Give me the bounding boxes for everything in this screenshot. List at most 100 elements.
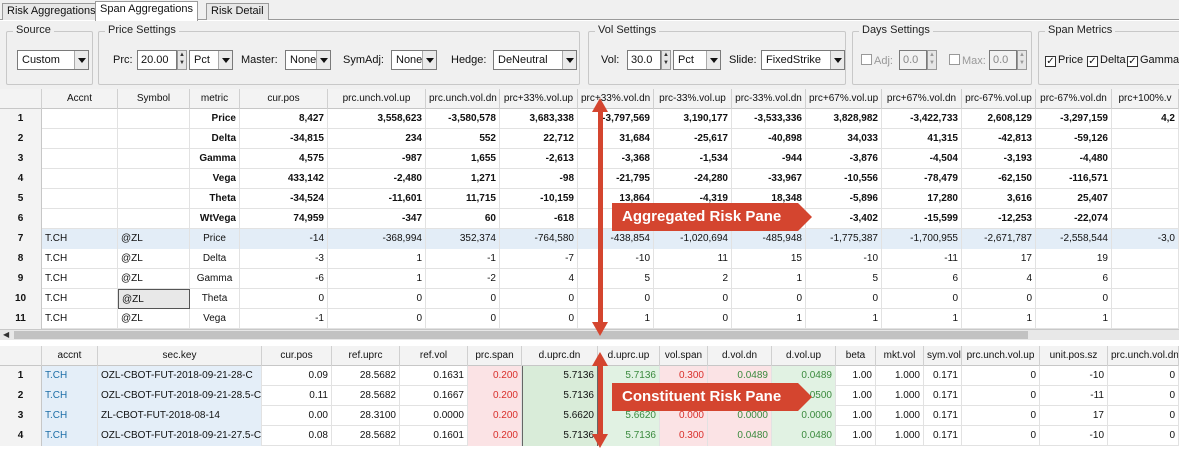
con-cell[interactable]: 17: [1040, 406, 1108, 426]
con-cell[interactable]: T.CH: [42, 366, 98, 386]
con-col-header[interactable]: mkt.vol: [876, 346, 924, 366]
agg-cell[interactable]: 1: [732, 269, 806, 289]
con-col-header[interactable]: vol.span: [660, 346, 708, 366]
con-cell[interactable]: -11: [1040, 386, 1108, 406]
agg-cell[interactable]: 74,959: [240, 209, 328, 229]
con-cell[interactable]: 0.300: [660, 426, 708, 446]
agg-cell[interactable]: [1112, 149, 1179, 169]
vol-unit-select[interactable]: Pct: [673, 50, 721, 70]
agg-cell[interactable]: 4,2: [1112, 109, 1179, 129]
gamma-checkbox[interactable]: ✓ Gamma: [1127, 54, 1179, 67]
agg-cell[interactable]: -2,613: [500, 149, 578, 169]
con-cell[interactable]: 0.171: [924, 366, 962, 386]
prc-input[interactable]: 20.00: [137, 50, 177, 70]
agg-cell[interactable]: -1,775,387: [806, 229, 882, 249]
agg-cell[interactable]: -14: [240, 229, 328, 249]
con-cell[interactable]: OZL-CBOT-FUT-2018-09-21-28.5-C: [98, 386, 262, 406]
agg-cell[interactable]: 4: [962, 269, 1036, 289]
agg-cell[interactable]: WtVega: [190, 209, 240, 229]
agg-cell[interactable]: [42, 209, 118, 229]
adj-input[interactable]: 0.0: [899, 50, 927, 70]
price-checkbox[interactable]: ✓ Price: [1045, 54, 1083, 67]
agg-cell[interactable]: 234: [328, 129, 426, 149]
agg-cell[interactable]: -2,558,544: [1036, 229, 1112, 249]
con-cell[interactable]: 1.000: [876, 406, 924, 426]
agg-col-header[interactable]: prc+33%.vol.up: [500, 89, 578, 109]
con-col-header[interactable]: d.uprc.dn: [522, 346, 598, 366]
agg-cell[interactable]: 1: [328, 269, 426, 289]
slide-select[interactable]: FixedStrike: [761, 50, 845, 70]
agg-cell[interactable]: -22,074: [1036, 209, 1112, 229]
con-cell[interactable]: 0: [962, 426, 1040, 446]
agg-col-header[interactable]: prc.unch.vol.up: [328, 89, 426, 109]
agg-cell[interactable]: -10,159: [500, 189, 578, 209]
agg-col-header[interactable]: cur.pos: [240, 89, 328, 109]
agg-cell[interactable]: [118, 109, 190, 129]
con-cell[interactable]: 1.000: [876, 386, 924, 406]
agg-cell[interactable]: [42, 129, 118, 149]
con-cell[interactable]: 0.200: [468, 366, 522, 386]
agg-table-row[interactable]: 11 T.CH @ZL Vega -1 0 0 0 1 0 1 1 1 1 1: [0, 309, 1179, 329]
agg-col-header[interactable]: Symbol: [118, 89, 190, 109]
agg-cell[interactable]: [118, 189, 190, 209]
agg-cell[interactable]: 3,190,177: [654, 109, 732, 129]
con-cell[interactable]: 28.5682: [332, 426, 400, 446]
agg-cell[interactable]: 31,684: [578, 129, 654, 149]
agg-cell[interactable]: 1: [732, 309, 806, 329]
agg-cell[interactable]: 0: [654, 309, 732, 329]
agg-cell[interactable]: [118, 169, 190, 189]
agg-cell[interactable]: 3: [0, 149, 42, 169]
agg-cell[interactable]: 2: [0, 129, 42, 149]
agg-cell[interactable]: -12,253: [962, 209, 1036, 229]
agg-cell[interactable]: Vega: [190, 309, 240, 329]
agg-cell[interactable]: Delta: [190, 129, 240, 149]
agg-table-row[interactable]: 7 T.CH @ZL Price -14 -368,994 352,374 -764,580-…: [0, 229, 1179, 249]
agg-cell[interactable]: -78,479: [882, 169, 962, 189]
agg-cell[interactable]: -116,571: [1036, 169, 1112, 189]
master-select[interactable]: None: [285, 50, 331, 70]
agg-cell[interactable]: 60: [426, 209, 500, 229]
agg-cell[interactable]: [1112, 189, 1179, 209]
agg-table-row[interactable]: 4 Vega 433,142 -2,480 1,271 -98 -21,795 -24,280…: [0, 169, 1179, 189]
agg-cell[interactable]: 6: [882, 269, 962, 289]
agg-cell[interactable]: 552: [426, 129, 500, 149]
agg-cell[interactable]: 0: [426, 309, 500, 329]
agg-cell[interactable]: 352,374: [426, 229, 500, 249]
con-cell[interactable]: 1.000: [876, 426, 924, 446]
agg-cell[interactable]: 8,427: [240, 109, 328, 129]
agg-cell[interactable]: [42, 149, 118, 169]
agg-cell[interactable]: 0: [500, 289, 578, 309]
agg-table-row[interactable]: 2 Delta -34,815 234 552 22,712 31,684 -25,617 -4…: [0, 129, 1179, 149]
con-cell[interactable]: 0: [1108, 406, 1179, 426]
agg-cell[interactable]: -7: [500, 249, 578, 269]
agg-cell[interactable]: 1: [806, 309, 882, 329]
con-cell[interactable]: 0: [1108, 386, 1179, 406]
con-col-header[interactable]: [0, 346, 42, 366]
con-col-header[interactable]: cur.pos: [262, 346, 332, 366]
tab-risk-aggregations[interactable]: Risk Aggregations: [2, 3, 101, 20]
con-cell[interactable]: 28.5682: [332, 386, 400, 406]
agg-cell[interactable]: -40,898: [732, 129, 806, 149]
agg-cell[interactable]: -1: [426, 249, 500, 269]
agg-cell[interactable]: Price: [190, 229, 240, 249]
agg-cell[interactable]: [1112, 309, 1179, 329]
agg-table-row[interactable]: 10 T.CH @ZL Theta 0 0 0 0 0 0 0 0 0 0 0: [0, 289, 1179, 309]
con-cell[interactable]: 5.6620: [598, 406, 660, 426]
agg-cell[interactable]: Vega: [190, 169, 240, 189]
agg-cell[interactable]: T.CH: [42, 229, 118, 249]
agg-cell[interactable]: -3,368: [578, 149, 654, 169]
con-cell[interactable]: ZL-CBOT-FUT-2018-08-14: [98, 406, 262, 426]
agg-cell[interactable]: [1112, 169, 1179, 189]
con-cell[interactable]: 0.200: [468, 426, 522, 446]
max-input[interactable]: 0.0: [989, 50, 1017, 70]
agg-cell[interactable]: 25,407: [1036, 189, 1112, 209]
agg-cell[interactable]: -347: [328, 209, 426, 229]
con-cell[interactable]: 4: [0, 426, 42, 446]
agg-cell[interactable]: 34,033: [806, 129, 882, 149]
agg-cell[interactable]: -3,0: [1112, 229, 1179, 249]
con-cell[interactable]: -10: [1040, 426, 1108, 446]
agg-cell[interactable]: @ZL: [118, 249, 190, 269]
con-cell[interactable]: T.CH: [42, 426, 98, 446]
agg-cell[interactable]: 10: [0, 289, 42, 309]
agg-cell[interactable]: 3,558,623: [328, 109, 426, 129]
